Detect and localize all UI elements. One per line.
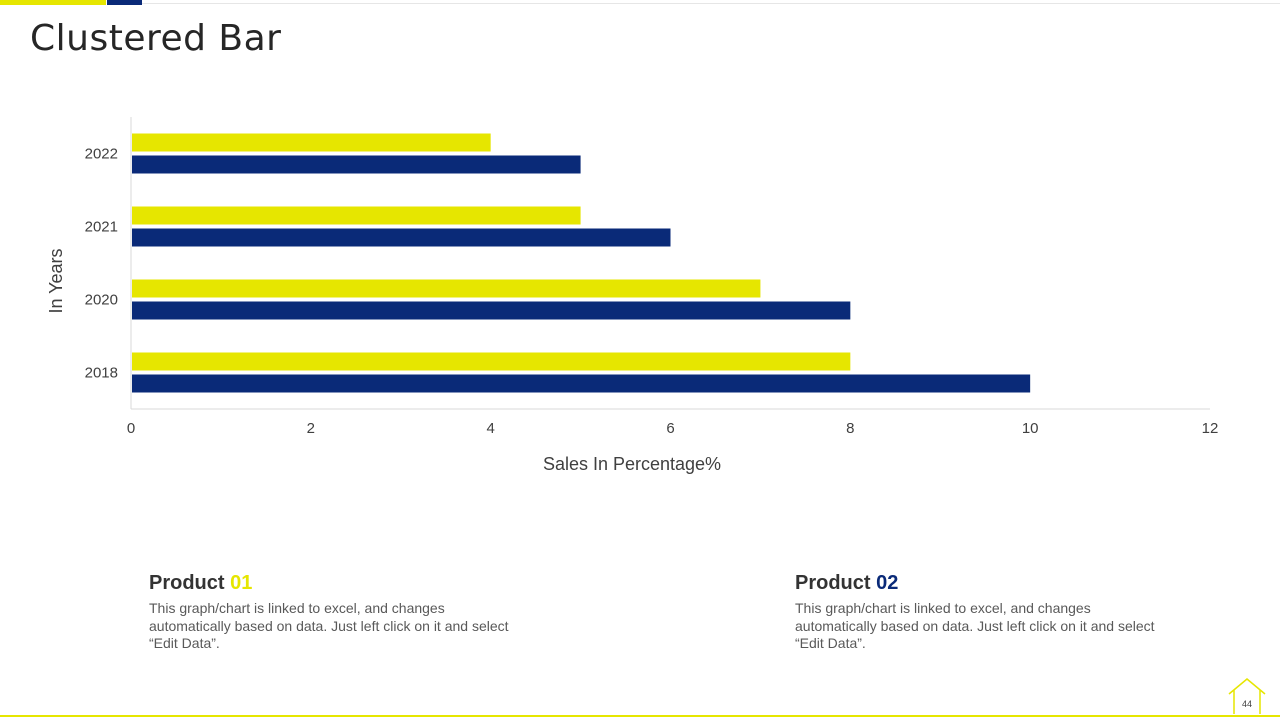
product-02-heading: Product 02 [795, 571, 1155, 595]
product-02-description: This graph/chart is linked to excel, and… [795, 600, 1155, 651]
bar-2022-series-1 [132, 133, 491, 152]
bar-2022-series-2 [132, 155, 581, 174]
bar-2018-series-2 [132, 374, 1031, 393]
x-tick-label: 0 [127, 420, 135, 437]
product-01-description: This graph/chart is linked to excel, and… [149, 600, 509, 651]
top-accent-navy [107, 0, 142, 5]
x-tick-label: 2 [307, 420, 315, 437]
x-tick-label: 6 [666, 420, 674, 437]
bar-2020-series-1 [132, 279, 761, 298]
y-tick-label: 2018 [85, 365, 118, 382]
bar-2021-series-2 [132, 228, 671, 247]
y-axis-title: In Years [46, 248, 66, 313]
top-divider [142, 3, 1280, 4]
house-outline-icon [1228, 678, 1266, 714]
x-tick-label: 12 [1202, 420, 1219, 437]
clustered-bar-chart: 0 2 4 6 8 10 12 2018 2020 2021 2022 Sales In Perc… [46, 117, 1219, 474]
x-axis-title: Sales In Percentage% [543, 454, 721, 474]
product-01-heading: Product 01 [149, 571, 509, 595]
bar-2020-series-2 [132, 301, 851, 320]
product-02-number: 02 [876, 572, 899, 594]
product-01-number: 01 [230, 572, 253, 594]
page-number: 44 [1241, 699, 1252, 709]
page-title: Clustered Bar [30, 18, 282, 59]
bar-2018-series-1 [132, 352, 851, 371]
y-tick-label: 2021 [85, 219, 118, 236]
product-02-name: Product [795, 572, 871, 594]
product-02-card: Product 02 This graph/chart is linked to… [795, 571, 1155, 653]
top-accent-yellow [0, 0, 106, 5]
product-01-name: Product [149, 572, 225, 594]
x-tick-label: 10 [1022, 420, 1039, 437]
y-tick-label: 2020 [85, 292, 118, 309]
bar-2021-series-1 [132, 206, 581, 225]
product-01-card: Product 01 This graph/chart is linked to… [149, 571, 509, 653]
bottom-accent-line [0, 715, 1280, 717]
y-tick-labels: 2018 2020 2021 2022 [85, 146, 118, 382]
x-tick-label: 8 [846, 420, 854, 437]
x-tick-labels: 0 2 4 6 8 10 12 [127, 420, 1219, 437]
chart-bars [132, 133, 1031, 393]
page-number-badge: 44 [1226, 677, 1268, 715]
x-tick-label: 4 [486, 420, 494, 437]
y-tick-label: 2022 [85, 146, 118, 163]
